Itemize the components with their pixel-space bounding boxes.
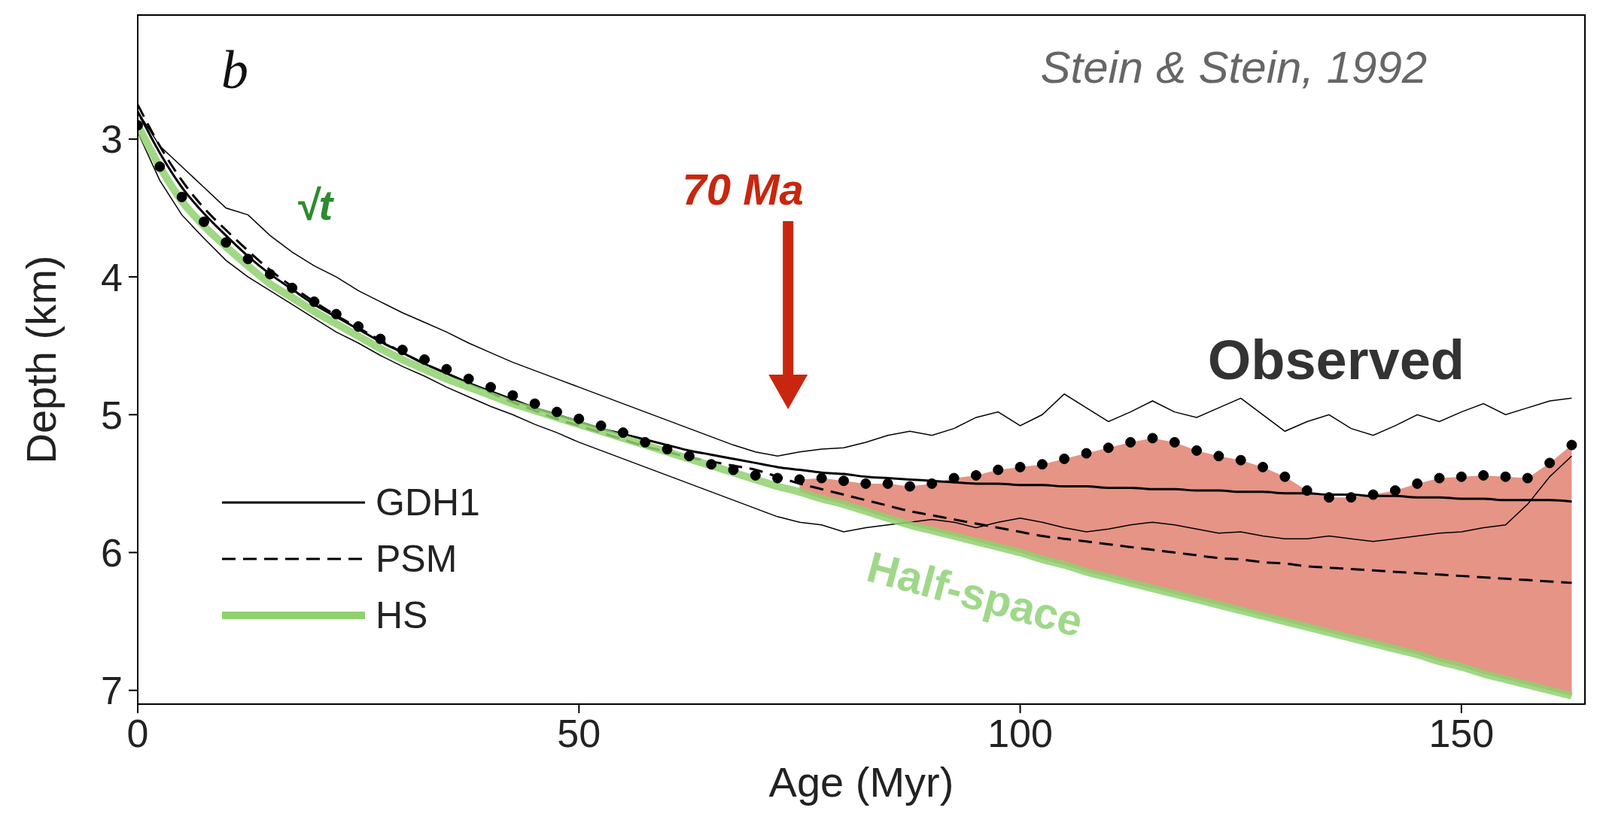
- svg-text:150: 150: [1428, 711, 1494, 756]
- svg-text:70 Ma: 70 Ma: [682, 164, 804, 214]
- svg-text:50: 50: [556, 711, 601, 756]
- html-text:Depth (km): Depth (km): [17, 255, 65, 464]
- html-text:PSM: PSM: [375, 537, 458, 580]
- svg-text:4: 4: [100, 255, 123, 300]
- svg-text:b: b: [221, 39, 249, 101]
- html-text:GDH1: GDH1: [375, 481, 481, 524]
- svg-text:√t: √t: [295, 181, 335, 229]
- svg-text:Stein & Stein, 1992: Stein & Stein, 1992: [1040, 42, 1427, 93]
- svg-text:3: 3: [100, 117, 123, 162]
- svg-text:7: 7: [100, 669, 123, 713]
- svg-text:0: 0: [127, 711, 150, 756]
- svg-text:5: 5: [100, 393, 123, 438]
- html-text:HS: HS: [375, 594, 428, 637]
- svg-text:Half-space: Half-space: [862, 541, 1089, 647]
- svg-text:Observed: Observed: [1207, 328, 1465, 392]
- html-text:Age (Myr): Age (Myr): [768, 758, 954, 807]
- svg-text:100: 100: [987, 711, 1053, 756]
- svg-text:6: 6: [100, 531, 123, 575]
